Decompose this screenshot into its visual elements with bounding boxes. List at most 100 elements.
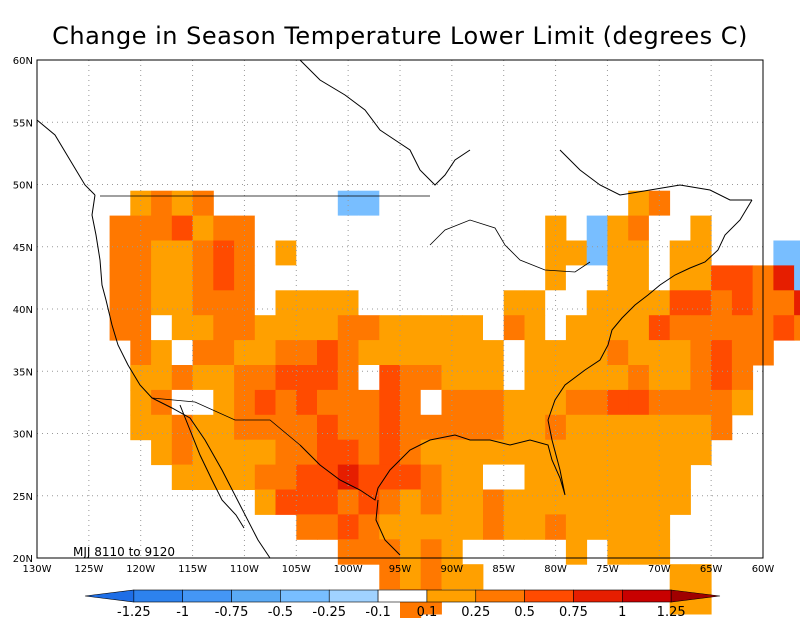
- colorbar-label: 0.1: [417, 605, 438, 618]
- data-cell: [503, 240, 525, 266]
- data-cell: [192, 265, 214, 291]
- data-cell: [669, 365, 691, 391]
- data-cell: [213, 265, 235, 291]
- data-cell: [607, 265, 629, 291]
- data-cell: [317, 365, 339, 391]
- data-cell: [607, 290, 629, 316]
- data-cell: [648, 539, 671, 565]
- data-cell: [296, 190, 318, 217]
- data-cell: [648, 414, 671, 441]
- data-cell: [234, 315, 256, 341]
- data-cell: [483, 365, 505, 391]
- data-cell: [275, 414, 297, 441]
- data-cell: [130, 389, 152, 416]
- data-cell: [607, 340, 629, 366]
- data-cell: [690, 215, 712, 241]
- data-cell: [254, 340, 276, 366]
- data-cell: [400, 315, 422, 341]
- data-cell: [358, 190, 380, 217]
- gulf-coast: [299, 419, 566, 501]
- data-cell: [213, 340, 235, 366]
- lat-tick-label: 35N: [13, 367, 33, 378]
- data-cell: [192, 389, 214, 416]
- data-cell: [234, 265, 256, 291]
- us-mexico-border: [151, 397, 301, 446]
- data-cell: [213, 290, 235, 316]
- data-cell: [545, 240, 567, 266]
- data-cell: [669, 240, 691, 266]
- lat-tick-label: 55N: [13, 118, 33, 129]
- data-cell: [628, 340, 650, 366]
- data-cell: [524, 365, 546, 391]
- data-cell: [483, 240, 505, 266]
- data-cell: [503, 340, 525, 366]
- colorbar-swatch: [377, 589, 428, 603]
- data-cell: [648, 464, 671, 490]
- data-cell: [234, 340, 256, 366]
- data-cell: [711, 340, 733, 366]
- lon-tick-label: 75W: [596, 564, 619, 575]
- hudson-bay-coast: [299, 59, 471, 186]
- data-cell: [503, 290, 525, 316]
- lon-tick-label: 130W: [23, 564, 52, 575]
- coastlines: [36, 59, 753, 559]
- data-cell: [151, 240, 173, 266]
- data-cell: [130, 340, 152, 366]
- colorbar-swatch: [84, 589, 135, 603]
- data-cell: [628, 414, 650, 441]
- data-cell: [607, 215, 629, 241]
- data-cell: [669, 215, 691, 241]
- data-cell: [379, 265, 401, 291]
- data-cell: [171, 190, 193, 217]
- data-cell: [171, 464, 193, 490]
- data-cell: [648, 315, 671, 341]
- data-cell: [711, 389, 733, 416]
- data-cell: [254, 464, 276, 490]
- data-cell: [524, 290, 546, 316]
- data-cell: [275, 439, 297, 466]
- data-cell: [234, 439, 256, 466]
- data-cell: [358, 265, 380, 291]
- data-cell: [607, 464, 629, 490]
- data-cell: [234, 414, 256, 441]
- data-cell: [669, 389, 691, 416]
- lat-tick-label: 45N: [13, 243, 33, 254]
- data-cell: [151, 340, 173, 366]
- data-cell: [628, 265, 650, 291]
- data-cell: [358, 389, 380, 416]
- data-cell: [151, 265, 173, 291]
- data-cell: [669, 290, 691, 316]
- data-cell: [731, 290, 754, 316]
- data-cell: [317, 240, 339, 266]
- data-cell: [773, 290, 795, 316]
- data-cell: [254, 290, 276, 316]
- data-cell: [420, 489, 442, 515]
- data-cell: [379, 564, 401, 590]
- data-cell: [524, 439, 546, 466]
- data-cell: [234, 464, 256, 490]
- data-cell: [275, 240, 297, 266]
- data-cell: [254, 240, 276, 266]
- data-cell: [524, 414, 546, 441]
- gridlines: [37, 60, 763, 558]
- lon-tick-label: 90W: [441, 564, 464, 575]
- data-cell: [400, 340, 422, 366]
- data-cell: [254, 365, 276, 391]
- data-cell: [690, 340, 712, 366]
- data-cell: [379, 439, 401, 466]
- data-cell: [773, 265, 795, 291]
- data-cell: [773, 240, 795, 266]
- data-cell: [586, 265, 608, 291]
- data-cell: [151, 190, 173, 217]
- data-cell: [400, 489, 422, 515]
- data-cell: [607, 514, 629, 540]
- data-cell: [151, 215, 173, 241]
- data-cell: [586, 290, 608, 316]
- data-cell: [254, 315, 276, 341]
- data-cell: [462, 240, 484, 266]
- data-cell: [296, 265, 318, 291]
- lon-tick-label: 85W: [492, 564, 515, 575]
- data-cell: [628, 439, 650, 466]
- data-cell: [358, 365, 380, 391]
- data-cell: [317, 514, 339, 540]
